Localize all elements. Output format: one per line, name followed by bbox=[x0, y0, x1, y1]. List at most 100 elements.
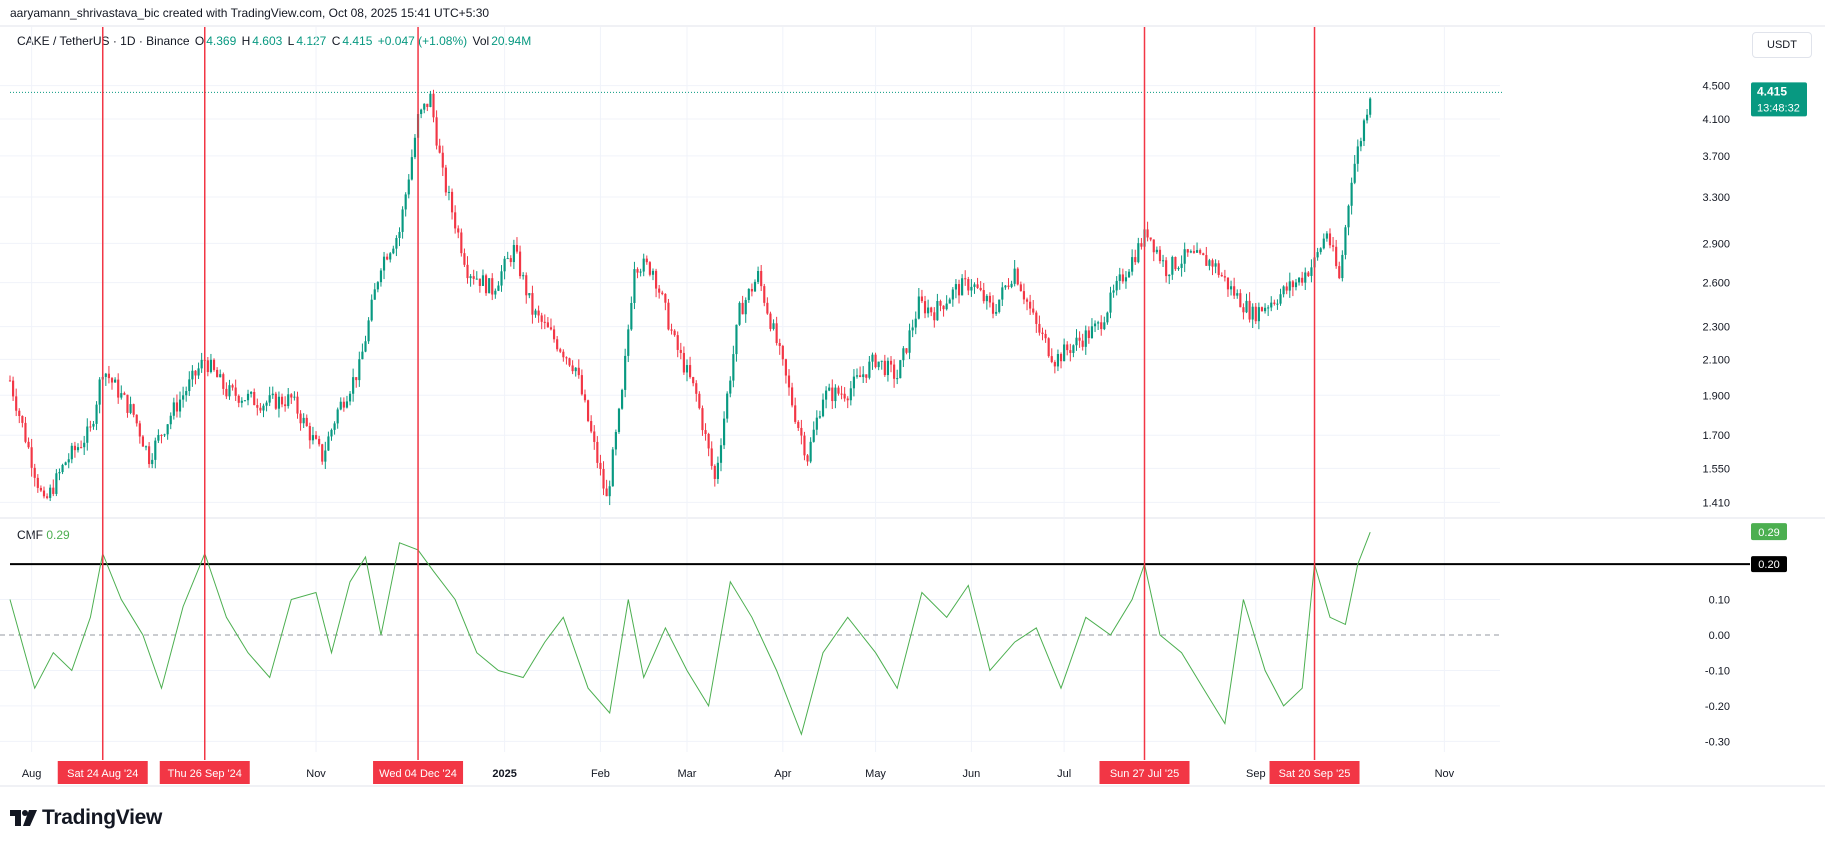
candle-body bbox=[760, 271, 763, 287]
candle-body bbox=[893, 364, 896, 379]
candle-body bbox=[825, 390, 828, 400]
tradingview-logo[interactable]: TradingView bbox=[10, 806, 162, 830]
candle-body bbox=[246, 393, 250, 401]
candle-body bbox=[1350, 182, 1353, 206]
candle-body bbox=[1192, 251, 1196, 253]
candle-body bbox=[1214, 263, 1217, 267]
candle-body bbox=[775, 323, 778, 344]
candle-body bbox=[1310, 267, 1313, 276]
open-value: 4.369 bbox=[206, 34, 237, 48]
candle-body bbox=[927, 307, 930, 314]
candle-body bbox=[525, 275, 528, 296]
price-tick-label: 3.300 bbox=[1702, 192, 1730, 204]
cmf-label[interactable]: CMF bbox=[17, 528, 43, 542]
candle-body bbox=[1146, 229, 1149, 238]
candle-body bbox=[206, 360, 209, 373]
candle-body bbox=[902, 348, 905, 361]
candle-body bbox=[809, 441, 812, 462]
candle-body bbox=[67, 459, 70, 463]
candle-body bbox=[274, 393, 277, 409]
candle-body bbox=[33, 467, 36, 478]
price-tick-label: 1.550 bbox=[1702, 463, 1730, 475]
candle-body bbox=[1035, 312, 1038, 324]
x-axis-label: Apr bbox=[774, 768, 791, 780]
candle-body bbox=[954, 284, 958, 290]
candle-body bbox=[509, 258, 512, 263]
candle-body bbox=[880, 360, 883, 362]
candle-body bbox=[522, 275, 525, 277]
price-tick-label: 2.600 bbox=[1702, 278, 1730, 290]
candle-body bbox=[794, 405, 797, 422]
candle-body bbox=[815, 417, 818, 430]
candle-body bbox=[961, 278, 964, 296]
candle-body bbox=[1140, 243, 1143, 247]
candle-body bbox=[296, 396, 299, 414]
candle-body bbox=[732, 354, 735, 381]
candle-body bbox=[404, 194, 407, 210]
candle-body bbox=[472, 276, 475, 279]
candle-body bbox=[163, 434, 166, 436]
candle-body bbox=[726, 393, 729, 419]
candle-body bbox=[305, 417, 308, 427]
currency-button[interactable]: USDT bbox=[1752, 32, 1812, 58]
cmf-tick-label: 0.10 bbox=[1709, 595, 1730, 607]
threshold-label: 0.20 bbox=[1758, 559, 1779, 571]
candle-body bbox=[370, 299, 373, 321]
candle-body bbox=[361, 351, 364, 360]
candle-body bbox=[355, 377, 358, 381]
candle-body bbox=[1335, 246, 1338, 267]
candle-body bbox=[682, 352, 685, 373]
candle-body bbox=[160, 434, 163, 436]
close-value: 4.415 bbox=[342, 34, 373, 48]
candle-body bbox=[812, 429, 815, 442]
candle-body bbox=[611, 449, 614, 487]
candle-body bbox=[1161, 260, 1165, 262]
candle-body bbox=[364, 341, 367, 352]
candle-body bbox=[1093, 323, 1097, 327]
candle-body bbox=[1081, 340, 1084, 347]
candle-body bbox=[1032, 308, 1035, 313]
candle-body bbox=[797, 421, 800, 428]
candle-body bbox=[1038, 323, 1041, 333]
candle-body bbox=[831, 387, 834, 402]
last-price-badge bbox=[1751, 82, 1807, 117]
candle-body bbox=[855, 375, 859, 377]
candle-body bbox=[716, 462, 719, 479]
candle-body bbox=[515, 245, 519, 252]
candle-body bbox=[86, 426, 89, 443]
candle-body bbox=[1004, 285, 1007, 288]
candle-body bbox=[1165, 260, 1168, 277]
candle-body bbox=[528, 293, 531, 296]
price-tick-label: 4.100 bbox=[1702, 114, 1730, 126]
candle-body bbox=[874, 354, 877, 368]
candle-body bbox=[447, 191, 451, 193]
candle-body bbox=[1053, 362, 1056, 367]
candle-body bbox=[1186, 249, 1189, 253]
candle-body bbox=[222, 374, 225, 389]
cmf-value: 0.29 bbox=[46, 528, 70, 542]
candle-body bbox=[450, 191, 454, 213]
candle-body bbox=[1078, 337, 1081, 341]
candle-body bbox=[89, 426, 92, 428]
candle-body bbox=[426, 103, 429, 107]
candle-body bbox=[1199, 250, 1202, 254]
candle-body bbox=[624, 355, 627, 390]
candle-body bbox=[673, 330, 676, 336]
candle-body bbox=[967, 279, 970, 291]
candle-body bbox=[348, 393, 352, 402]
candle-body bbox=[985, 295, 988, 302]
candle-body bbox=[367, 320, 370, 342]
candle-body bbox=[1171, 256, 1174, 275]
candle-body bbox=[284, 404, 287, 407]
candle-body bbox=[957, 284, 961, 296]
candle-body bbox=[321, 444, 324, 462]
candle-body bbox=[692, 377, 695, 384]
volume-value: 20.94M bbox=[491, 34, 532, 48]
candle-body bbox=[1016, 268, 1019, 285]
candle-body bbox=[1365, 114, 1369, 121]
candle-body bbox=[1211, 260, 1214, 267]
candle-body bbox=[429, 93, 432, 107]
candle-body bbox=[1087, 330, 1090, 339]
candle-body bbox=[837, 387, 840, 394]
